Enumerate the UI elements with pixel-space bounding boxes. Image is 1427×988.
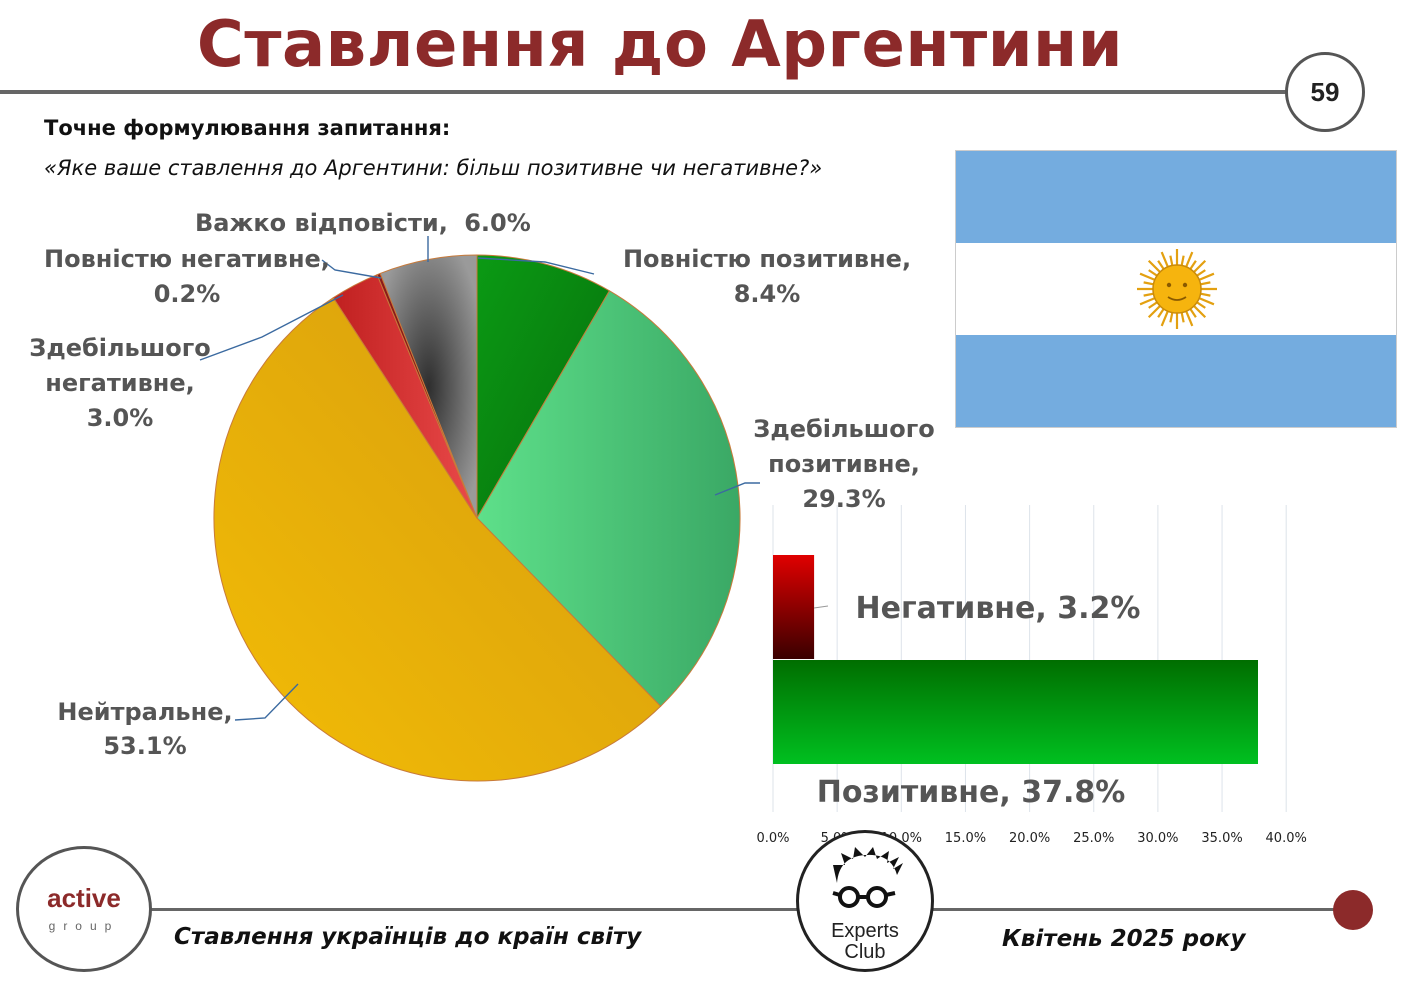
pie-label-hard-to-say-text: Важко відповісти, bbox=[195, 209, 448, 237]
logo-active-word: active bbox=[47, 883, 121, 913]
pie-slice-fully-positive bbox=[476, 254, 611, 520]
bar-positive bbox=[773, 660, 1258, 764]
sun-ray bbox=[1139, 272, 1158, 282]
pie-value-fully-negative: 0.2% bbox=[154, 280, 221, 308]
sun-ray bbox=[1184, 308, 1194, 327]
experts-club-logo: Experts Club bbox=[796, 830, 934, 972]
footer-date: Квітень 2025 року bbox=[1002, 926, 1246, 952]
footer-divider bbox=[140, 908, 1350, 911]
bar-chart-grid bbox=[772, 505, 1287, 812]
glasses-person-icon bbox=[832, 847, 903, 908]
pie-value-mostly-negative: 3.0% bbox=[87, 404, 154, 432]
logo-group-word: group bbox=[48, 919, 120, 933]
page-title: Ставлення до Аргентини bbox=[196, 8, 1124, 82]
sun-ray bbox=[1160, 308, 1170, 327]
pie-label-mostly-negative-1: Здебільшого bbox=[29, 334, 210, 362]
sun-ray bbox=[1139, 296, 1158, 306]
pie-label-fully-negative: Повністю негативне, bbox=[44, 245, 330, 273]
page-number-badge: 59 bbox=[1285, 52, 1365, 132]
sun-of-may-icon bbox=[1137, 249, 1217, 329]
bar-x-tick-label: 20.0% bbox=[1009, 831, 1050, 846]
bar-x-tick-label: 0.0% bbox=[756, 831, 789, 846]
page-number: 59 bbox=[1310, 76, 1340, 107]
sun-ray bbox=[1196, 296, 1215, 306]
bar-chart bbox=[773, 555, 1258, 764]
bar-x-tick-label: 35.0% bbox=[1201, 831, 1242, 846]
logo-club-word: Club bbox=[844, 941, 886, 963]
logo-experts-word: Experts bbox=[831, 920, 899, 942]
bar-negative bbox=[773, 555, 815, 659]
pie-value-fully-positive: 8.4% bbox=[734, 280, 801, 308]
bar-x-tick-label: 30.0% bbox=[1137, 831, 1178, 846]
question-text: «Яке ваше ставлення до Аргентини: більш … bbox=[44, 156, 823, 180]
pie-label-fully-positive: Повністю позитивне, bbox=[623, 245, 911, 273]
bar-x-tick-label: 25.0% bbox=[1073, 831, 1114, 846]
footer-red-dot bbox=[1333, 890, 1373, 930]
pie-label-mostly-positive-2: позитивне, bbox=[768, 450, 920, 478]
sun-ray bbox=[1191, 303, 1207, 319]
pie-chart bbox=[213, 254, 741, 782]
pie-label-hard-to-say: Важко відповісти, 6.0% bbox=[195, 209, 531, 237]
active-group-logo: active group bbox=[16, 846, 152, 972]
pie-label-neutral: Нейтральне, bbox=[57, 698, 232, 726]
sun-ray bbox=[1196, 272, 1215, 282]
pie-leader-lines bbox=[199, 236, 760, 721]
sun-ray bbox=[1147, 259, 1163, 275]
question-heading: Точне формулювання запитання: bbox=[44, 116, 451, 140]
bar-label-negative: Негативне, 3.2% bbox=[856, 591, 1141, 626]
footer-survey-title: Ставлення українців до країн світу bbox=[174, 924, 642, 950]
pie-label-mostly-positive-1: Здебільшого bbox=[753, 415, 934, 443]
bar-label-positive: Позитивне, 37.8% bbox=[817, 775, 1126, 810]
pie-value-neutral: 53.1% bbox=[103, 732, 186, 760]
sun-ray bbox=[1191, 259, 1207, 275]
flag-bottom-stripe bbox=[956, 335, 1396, 427]
bar-x-tick-label: 40.0% bbox=[1266, 831, 1307, 846]
title-divider bbox=[0, 90, 1290, 94]
sun-ray bbox=[1147, 303, 1163, 319]
sun-ray bbox=[1184, 251, 1194, 270]
bar-x-tick-label: 15.0% bbox=[945, 831, 986, 846]
bar-label-leader bbox=[813, 605, 829, 609]
pie-value-hard-to-say: 6.0% bbox=[464, 209, 531, 237]
sun-ray bbox=[1160, 251, 1170, 270]
pie-label-mostly-negative-2: негативне, bbox=[45, 369, 194, 397]
pie-slice-neutral bbox=[213, 297, 662, 782]
pie-value-mostly-positive: 29.3% bbox=[802, 485, 885, 513]
argentina-flag-icon bbox=[955, 150, 1397, 428]
pie-labels: Повністю позитивне, 8.4% Здебільшого поз… bbox=[29, 209, 934, 760]
flag-top-stripe bbox=[956, 151, 1396, 243]
